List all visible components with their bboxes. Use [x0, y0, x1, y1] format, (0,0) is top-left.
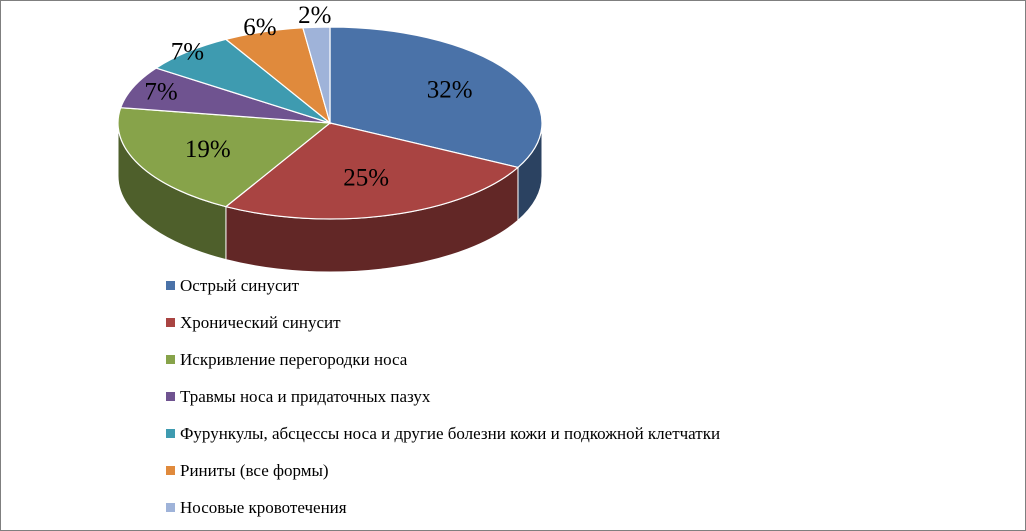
- pie-slice: [302, 26, 331, 124]
- pie-data-label: 32%: [427, 77, 473, 104]
- pie-slice: [117, 107, 332, 208]
- pie-data-labels: 32% 25% 19% 7% 7% 6% 2%: [144, 2, 472, 192]
- legend-item-nosebleeds: Носовые кровотечения: [166, 489, 720, 526]
- pie-data-label: 2%: [298, 2, 331, 29]
- legend-swatch: [166, 503, 175, 512]
- legend-item-rhinitis: Риниты (все формы): [166, 452, 720, 489]
- legend: Острый синусит Хронический синусит Искри…: [166, 267, 720, 526]
- legend-label: Носовые кровотечения: [180, 497, 347, 517]
- legend-swatch: [166, 429, 175, 438]
- legend-label: Хронический синусит: [180, 312, 341, 332]
- legend-label: Острый синусит: [180, 275, 300, 295]
- pie-data-label: 6%: [243, 14, 276, 41]
- pie-data-label: 25%: [343, 165, 389, 192]
- pie-slices: [117, 26, 543, 220]
- legend-label: Фурункулы, абсцессы носа и другие болезн…: [180, 423, 721, 443]
- legend-swatch: [166, 318, 175, 327]
- legend-swatch: [166, 355, 175, 364]
- legend-swatch: [166, 392, 175, 401]
- pie-data-label: 7%: [144, 79, 177, 106]
- legend-item-furuncles: Фурункулы, абсцессы носа и другие болезн…: [166, 415, 720, 452]
- pie-data-label: 19%: [185, 136, 231, 163]
- legend-item-acute-sinusitis: Острый синусит: [166, 267, 720, 304]
- legend-label: Искривление перегородки носа: [180, 349, 408, 369]
- legend-label: Риниты (все формы): [180, 460, 329, 480]
- legend-label: Травмы носа и придаточных пазух: [180, 386, 431, 406]
- legend-item-septum-deviation: Искривление перегородки носа: [166, 341, 720, 378]
- pie-data-label: 7%: [171, 38, 204, 65]
- pie-slice: [224, 122, 520, 220]
- legend-swatch: [166, 281, 175, 290]
- legend-swatch: [166, 466, 175, 475]
- pie-slice: [329, 26, 543, 169]
- legend-item-chronic-sinusitis: Хронический синусит: [166, 304, 720, 341]
- legend-item-nose-trauma: Травмы носа и придаточных пазух: [166, 378, 720, 415]
